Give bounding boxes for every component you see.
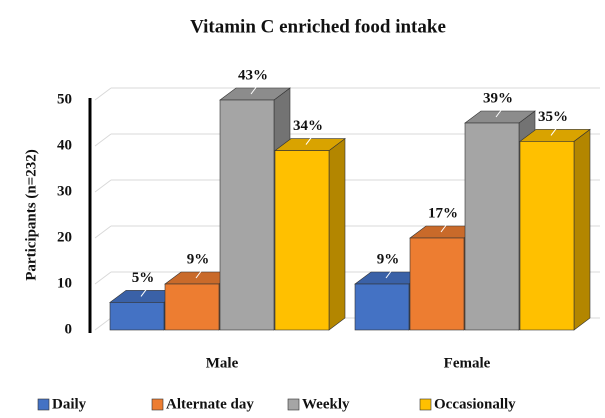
x-tick-label: Female <box>444 355 491 371</box>
data-label: 35% <box>538 109 568 125</box>
label-leader <box>440 223 448 233</box>
legend-label: Weekly <box>302 396 350 412</box>
legend-swatch <box>37 398 50 411</box>
label-leader <box>195 269 203 279</box>
bar <box>464 122 520 331</box>
data-label: 17% <box>428 205 458 221</box>
legend-swatch <box>419 398 432 411</box>
data-label: 5% <box>132 270 155 286</box>
grid-line-side <box>94 179 112 193</box>
legend-label: Daily <box>52 396 87 412</box>
legend-swatch <box>287 398 300 411</box>
data-label: 43% <box>238 67 268 83</box>
legend-label: Alternate day <box>166 396 254 412</box>
bar <box>354 283 410 331</box>
label-leader <box>140 288 148 297</box>
y-tick-label: 20 <box>57 229 72 245</box>
y-axis-title: Participants (n=232) <box>23 149 39 280</box>
label-leader <box>305 136 313 145</box>
chart-title: Vitamin C enriched food intake <box>190 16 446 37</box>
bar <box>219 99 275 331</box>
grid-line-side <box>94 133 112 147</box>
grid-line-side <box>94 271 112 285</box>
bar <box>109 302 165 331</box>
data-label: 39% <box>483 90 513 106</box>
y-tick-label: 10 <box>57 275 72 291</box>
data-label: 9% <box>377 251 400 267</box>
label-leader <box>495 108 503 118</box>
data-label: 34% <box>293 118 323 134</box>
bar-side <box>573 128 591 331</box>
grid-line-side <box>94 225 112 239</box>
x-tick-label: Male <box>206 355 239 371</box>
legend-swatch <box>151 398 164 411</box>
y-tick-label: 40 <box>57 137 72 153</box>
label-leader <box>385 269 393 279</box>
y-tick-label: 50 <box>57 91 72 107</box>
label-leader <box>250 85 258 95</box>
bar <box>274 150 330 331</box>
bar <box>409 237 465 331</box>
y-tick-label: 0 <box>65 321 73 337</box>
bar-side <box>328 138 346 331</box>
y-tick-label: 30 <box>57 183 72 199</box>
grid-line-side <box>94 317 112 331</box>
legend-label: Occasionally <box>434 396 516 412</box>
label-leader <box>550 127 558 136</box>
bar <box>519 141 575 331</box>
data-label: 9% <box>187 251 210 267</box>
bar <box>164 283 220 331</box>
grid-line-side <box>94 87 112 101</box>
